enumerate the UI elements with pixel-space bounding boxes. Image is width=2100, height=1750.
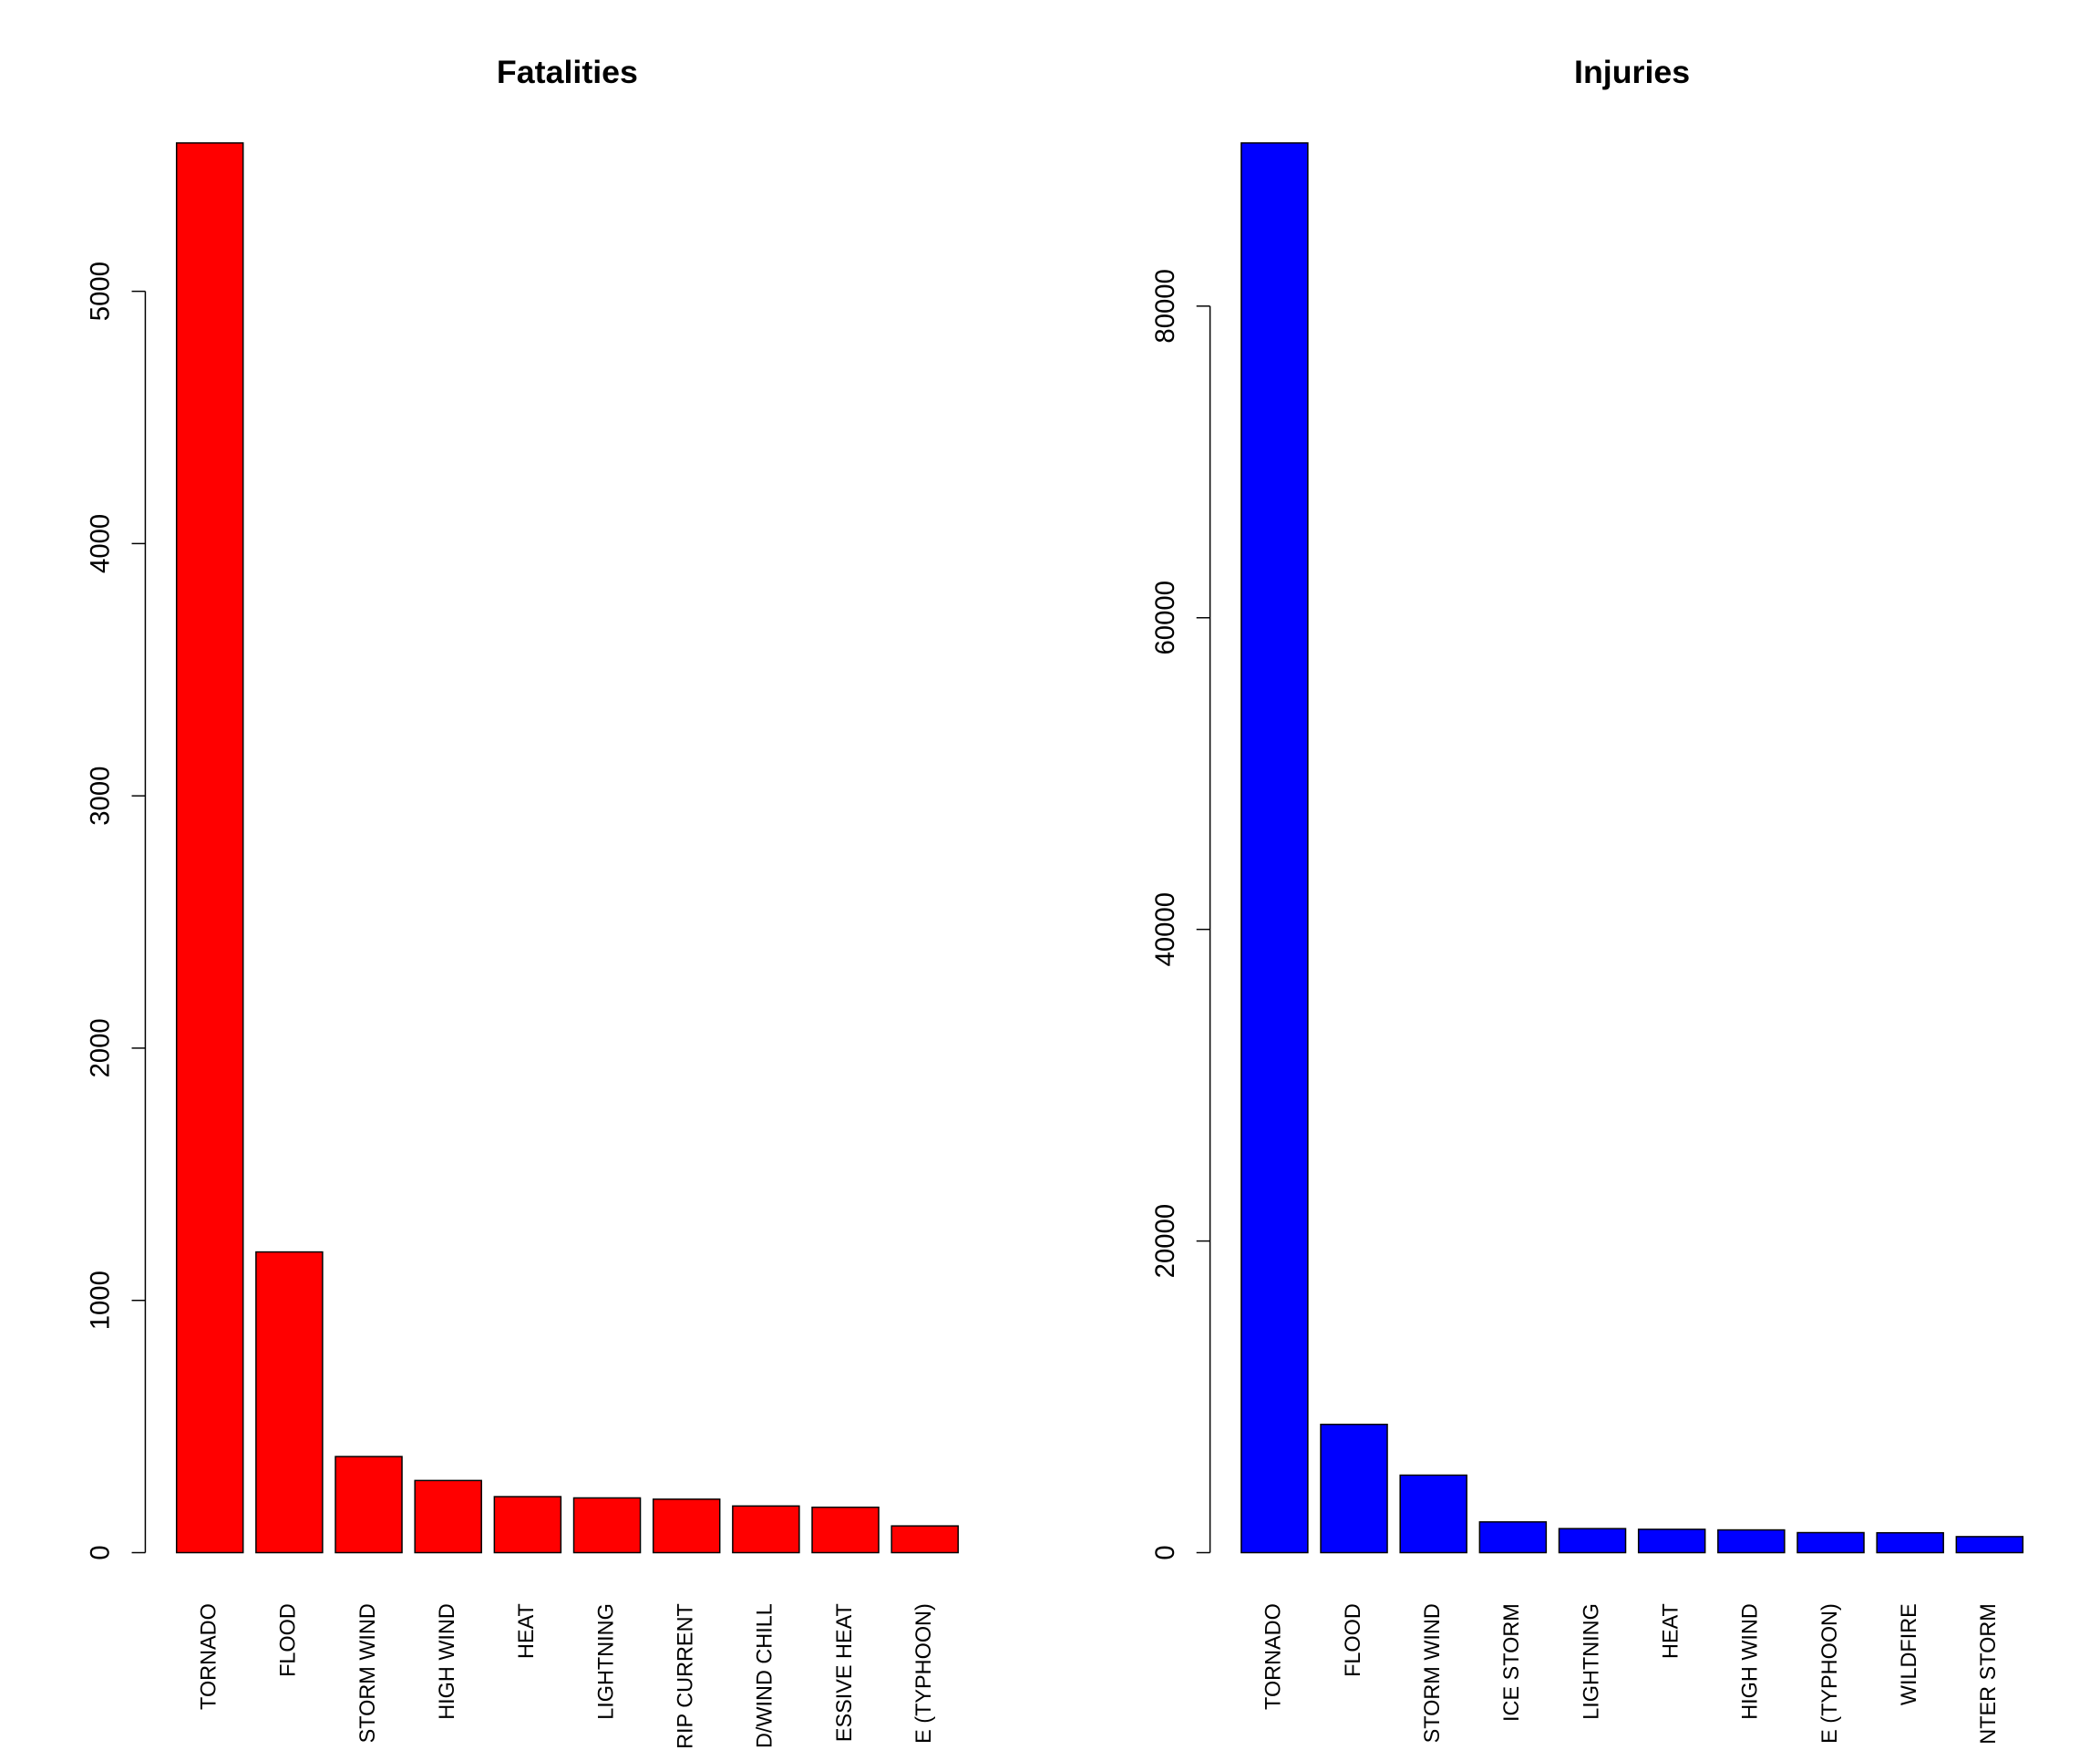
- x-tick-label: STORM WIND: [1421, 1603, 1445, 1743]
- y-tick-label: 2000: [85, 1018, 115, 1077]
- bar: [1558, 1528, 1627, 1554]
- plot-area: Fatalities 0 1000 2000 3000 4000 5000 TORNADO FL…: [85, 54, 2024, 1749]
- y-tick-label: 3000: [85, 767, 115, 826]
- y-tick-label: 0: [1150, 1545, 1180, 1560]
- bar: [414, 1479, 482, 1554]
- chart-title: Fatalities: [497, 54, 638, 90]
- bar: [1240, 142, 1309, 1554]
- bar: [1478, 1521, 1548, 1554]
- bar: [1637, 1529, 1706, 1554]
- bar: [652, 1498, 721, 1554]
- bar: [493, 1496, 562, 1554]
- y-tick-label: 4000: [85, 514, 115, 573]
- x-tick-label: NTER STORM: [1977, 1603, 2001, 1744]
- x-tick-label: FLOOD: [1342, 1603, 1365, 1677]
- bar: [732, 1505, 800, 1554]
- bar: [175, 142, 244, 1554]
- x-tick-label: E (TYPHOON): [1818, 1603, 1842, 1744]
- x-tick-label: FLOOD: [277, 1603, 301, 1677]
- bar: [890, 1525, 959, 1554]
- bar: [1955, 1536, 2024, 1554]
- x-tick-label: D/WIND CHILL: [753, 1603, 777, 1748]
- x-tick-label: LIGHTNING: [594, 1603, 618, 1720]
- x-tick-label: ESSIVE HEAT: [833, 1603, 857, 1742]
- y-tick-label: 80000: [1150, 269, 1180, 344]
- bar: [1876, 1531, 1944, 1554]
- bar: [1399, 1474, 1467, 1554]
- x-tick-label: ICE STORM: [1500, 1603, 1524, 1722]
- y-tick-label: 60000: [1150, 581, 1180, 655]
- x-tick-label: TORNADO: [1262, 1603, 1286, 1710]
- bar: [1320, 1424, 1388, 1554]
- chart-title: Injuries: [1574, 54, 1690, 90]
- x-tick-label: HEAT: [1659, 1603, 1683, 1659]
- y-tick-label: 40000: [1150, 892, 1180, 967]
- bar: [1796, 1531, 1865, 1554]
- y-tick-label: 1000: [85, 1271, 115, 1330]
- bar: [1717, 1529, 1786, 1554]
- x-tick-label: HIGH WIND: [1738, 1603, 1762, 1720]
- x-tick-label: STORM WIND: [356, 1603, 380, 1743]
- y-tick-label: 5000: [85, 262, 115, 321]
- bar: [572, 1497, 642, 1554]
- y-tick-label: 0: [85, 1545, 115, 1560]
- x-tick-label: WILDFIRE: [1898, 1603, 1921, 1705]
- x-tick-label: E (TYPHOON): [912, 1603, 936, 1744]
- x-tick-label: RIP CURRENT: [674, 1603, 697, 1749]
- x-tick-label: HEAT: [515, 1603, 539, 1659]
- y-tick-label: 20000: [1150, 1204, 1180, 1279]
- x-tick-label: LIGHTNING: [1580, 1603, 1603, 1720]
- x-tick-label: HIGH WIND: [436, 1603, 459, 1720]
- x-tick-label: TORNADO: [197, 1603, 221, 1710]
- bar: [811, 1506, 880, 1554]
- bar: [335, 1456, 403, 1554]
- bar: [255, 1251, 324, 1554]
